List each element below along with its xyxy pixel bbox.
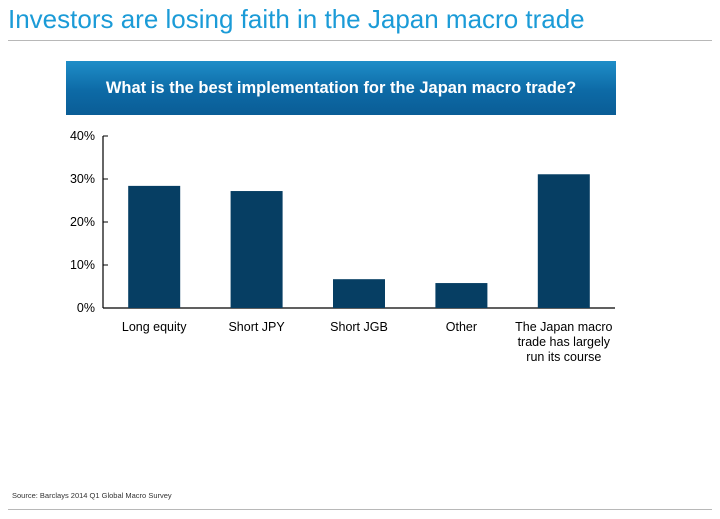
- y-tick-label: 0%: [77, 301, 95, 315]
- bar: [128, 185, 181, 308]
- x-tick-label-line: The Japan macro: [515, 320, 612, 334]
- y-tick-label: 30%: [70, 172, 95, 186]
- x-tick-label-line: Short JPY: [228, 320, 285, 334]
- bar: [230, 191, 283, 308]
- x-tick-label: The Japan macro trade has largely run its …: [515, 320, 612, 364]
- x-tick-label-line: trade has largely: [518, 335, 611, 349]
- y-tick-label: 40%: [70, 129, 95, 143]
- bar: [435, 283, 488, 308]
- x-tick-label: Long equity: [122, 320, 187, 334]
- chart-title: What is the best implementation for the …: [105, 78, 577, 97]
- x-tick-label: Short JGB: [330, 320, 388, 334]
- bars: [128, 174, 590, 308]
- x-tick-label-line: Long equity: [122, 320, 187, 334]
- x-tick-label-line: run its course: [526, 350, 601, 364]
- bar: [537, 174, 590, 308]
- x-tick-label: Other: [446, 320, 477, 334]
- y-axis: 0% 10% 20% 30% 40%: [70, 129, 615, 315]
- x-tick-label-line: Short JGB: [330, 320, 388, 334]
- bar: [333, 279, 385, 308]
- x-tick-label-line: Other: [446, 320, 477, 334]
- title-divider: [8, 40, 712, 41]
- x-axis-labels: Long equity Short JPY Short JGB Other The Ja…: [122, 320, 613, 364]
- chart-title-banner: What is the best implementation for the …: [66, 61, 616, 115]
- source-note: Source: Barclays 2014 Q1 Global Macro Su…: [12, 491, 172, 500]
- y-tick-label: 10%: [70, 258, 95, 272]
- x-tick-label: Short JPY: [228, 320, 285, 334]
- bar-chart: 0% 10% 20% 30% 40% Long equity Short JPY Short…: [70, 129, 615, 364]
- slide-title: Investors are losing faith in the Japan …: [8, 4, 585, 34]
- footer-divider: [8, 509, 712, 510]
- y-tick-label: 20%: [70, 215, 95, 229]
